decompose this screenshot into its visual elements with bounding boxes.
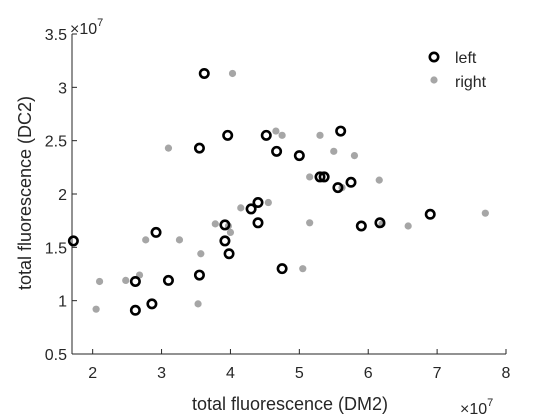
- data-point-left: [355, 220, 367, 232]
- x-tick-label: 7: [433, 365, 442, 382]
- x-multiplier-exponent: 7: [487, 397, 493, 409]
- x-axis-ticks: 2 3 4 5 6 7 8: [88, 349, 511, 382]
- data-point-left: [245, 203, 257, 215]
- data-point-right: [316, 131, 324, 139]
- data-point-right: [264, 198, 272, 207]
- data-point-left: [424, 208, 436, 220]
- data-point-left: [219, 235, 231, 247]
- data-point-left: [276, 263, 288, 275]
- data-point-left: [293, 150, 305, 162]
- data-point-left: [129, 275, 141, 287]
- data-point-right: [211, 220, 219, 228]
- data-point-right: [404, 222, 412, 230]
- data-point-left: [260, 129, 272, 141]
- legend-left-marker: [428, 51, 440, 63]
- data-point-right: [375, 176, 383, 184]
- x-axis-multiplier: ×107: [460, 397, 493, 418]
- data-point-right: [350, 152, 359, 160]
- data-point-right: [278, 131, 286, 139]
- x-multiplier-base: ×10: [460, 401, 487, 418]
- data-point-left: [219, 219, 231, 231]
- data-point-left: [252, 197, 264, 209]
- y-tick-label: 2: [58, 187, 67, 204]
- y-tick-label: 3: [58, 80, 67, 97]
- data-point-left: [193, 142, 205, 154]
- data-point-right: [306, 173, 314, 181]
- data-point-left: [146, 298, 158, 310]
- x-tick-label: 2: [88, 365, 97, 382]
- data-point-left: [335, 125, 347, 137]
- data-point-left: [332, 182, 344, 194]
- data-point-left: [345, 176, 357, 188]
- data-point-right: [95, 277, 104, 286]
- x-axis-label: total fluorescence (DM2): [192, 394, 388, 414]
- y-tick-label: 2.5: [45, 134, 67, 151]
- y-axis-label: total fluorescence (DC2): [15, 96, 35, 290]
- y-axis-ticks: 0.5 1 1.5 2 2.5 3 3.5: [45, 27, 77, 364]
- data-point-left: [318, 171, 330, 183]
- data-point-left: [374, 217, 386, 229]
- data-point-left: [252, 217, 264, 229]
- x-tick-label: 5: [295, 365, 304, 382]
- data-point-left: [162, 274, 174, 286]
- y-multiplier-base: ×10: [70, 21, 97, 38]
- data-point-right: [122, 276, 130, 284]
- data-point-right: [330, 147, 338, 155]
- data-point-right: [481, 209, 489, 217]
- data-point-right: [164, 144, 173, 152]
- data-point-right: [272, 127, 280, 135]
- data-point-right: [142, 236, 150, 244]
- y-tick-label: 1: [58, 294, 67, 311]
- series-left-points: [67, 67, 436, 316]
- y-tick-label: 0.5: [45, 347, 67, 364]
- data-point-left: [67, 235, 79, 247]
- x-tick-label: 6: [364, 365, 373, 382]
- data-point-left: [222, 129, 234, 141]
- legend-right-marker: [430, 76, 438, 84]
- plot-area: 2 3 4 5 6 7 8 0.5 1 1.5 2 2.5 3 3.5: [45, 27, 511, 382]
- data-point-left: [129, 304, 141, 316]
- y-tick-label: 1.5: [45, 240, 67, 257]
- data-point-right: [306, 219, 314, 227]
- data-point-left: [150, 226, 162, 238]
- data-point-right: [197, 250, 205, 258]
- x-tick-label: 4: [226, 365, 235, 382]
- data-point-left: [271, 145, 283, 157]
- data-point-right: [194, 300, 202, 308]
- data-point-right: [228, 69, 237, 78]
- data-point-left: [314, 171, 326, 183]
- legend-left-label: left: [455, 50, 477, 67]
- y-axis-multiplier: ×107: [70, 17, 103, 38]
- x-tick-label: 3: [157, 365, 166, 382]
- data-point-left: [193, 269, 205, 281]
- series-right-points: [92, 69, 489, 313]
- y-multiplier-exponent: 7: [97, 17, 103, 29]
- data-point-right: [92, 305, 100, 313]
- legend-right-label: right: [455, 74, 487, 91]
- data-point-left: [223, 248, 235, 260]
- x-tick-label: 8: [502, 365, 511, 382]
- y-tick-label: 3.5: [45, 27, 67, 44]
- data-point-right: [226, 228, 235, 236]
- data-point-right: [299, 265, 307, 273]
- legend: left right: [428, 50, 487, 91]
- data-point-right: [175, 236, 184, 244]
- data-point-left: [198, 67, 210, 79]
- data-point-right: [237, 204, 245, 212]
